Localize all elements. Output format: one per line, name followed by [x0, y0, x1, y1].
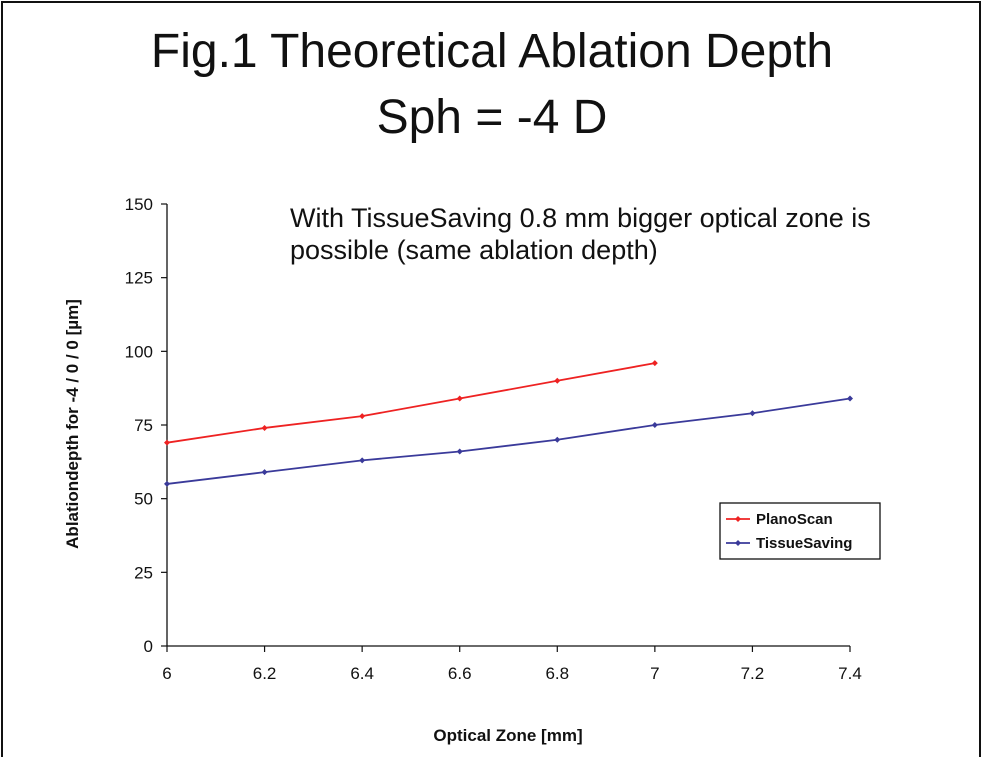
series-layer — [164, 360, 853, 487]
x-tick-label: 6 — [162, 664, 171, 683]
y-tick-label: 0 — [144, 637, 153, 656]
legend-label: TissueSaving — [756, 535, 852, 552]
x-tick-label: 7.4 — [838, 664, 862, 683]
y-tick-label: 25 — [134, 563, 153, 582]
y-axis-title: Ablationdepth for -4 / 0 / 0 [µm] — [63, 299, 82, 549]
data-point — [651, 422, 658, 428]
series-line-planoscan — [166, 362, 656, 444]
axes: 0 25 50 75 100 125 150 6 6.2 6.4 6.6 6.8 7 7.2 7.4 — [125, 195, 862, 683]
data-point — [261, 469, 268, 476]
x-tick-label: 7 — [650, 664, 659, 683]
chart-subtitle: Sph = -4 D — [376, 91, 608, 144]
x-tick-label: 6.2 — [253, 664, 277, 683]
data-point — [456, 448, 463, 455]
x-tick-label: 6.6 — [448, 664, 472, 683]
data-point — [359, 457, 366, 464]
y-tick-label: 50 — [134, 490, 153, 509]
x-tick-label: 6.8 — [545, 664, 569, 683]
data-point — [164, 480, 170, 487]
y-tick-label: 75 — [134, 416, 153, 435]
chart-title: Fig.1 Theoretical Ablation Depth — [150, 25, 834, 78]
data-point — [749, 410, 756, 417]
x-axis-title: Optical Zone [mm] — [433, 726, 582, 745]
chart-annotation: With TissueSaving 0.8 mm bigger optical … — [290, 203, 871, 265]
x-tick-label: 7.2 — [741, 664, 765, 683]
data-point — [554, 377, 561, 384]
data-point — [651, 360, 658, 367]
y-tick-label: 150 — [125, 195, 153, 214]
data-point — [261, 424, 268, 431]
x-tick-label: 6.4 — [350, 664, 374, 683]
legend-swatch-marker — [735, 540, 741, 546]
data-point — [554, 436, 561, 443]
legend-swatch-marker — [735, 516, 741, 522]
y-tick-label: 125 — [125, 269, 153, 288]
series-line-tissuesaving — [166, 397, 851, 485]
y-tick-label: 100 — [125, 342, 153, 361]
legend-box — [719, 502, 881, 560]
data-point — [164, 439, 170, 446]
legend-label: PlanoScan — [756, 511, 833, 528]
data-point — [847, 395, 853, 402]
data-point — [359, 413, 366, 420]
data-point — [456, 395, 463, 402]
legend: PlanoScan TissueSaving — [719, 502, 881, 560]
